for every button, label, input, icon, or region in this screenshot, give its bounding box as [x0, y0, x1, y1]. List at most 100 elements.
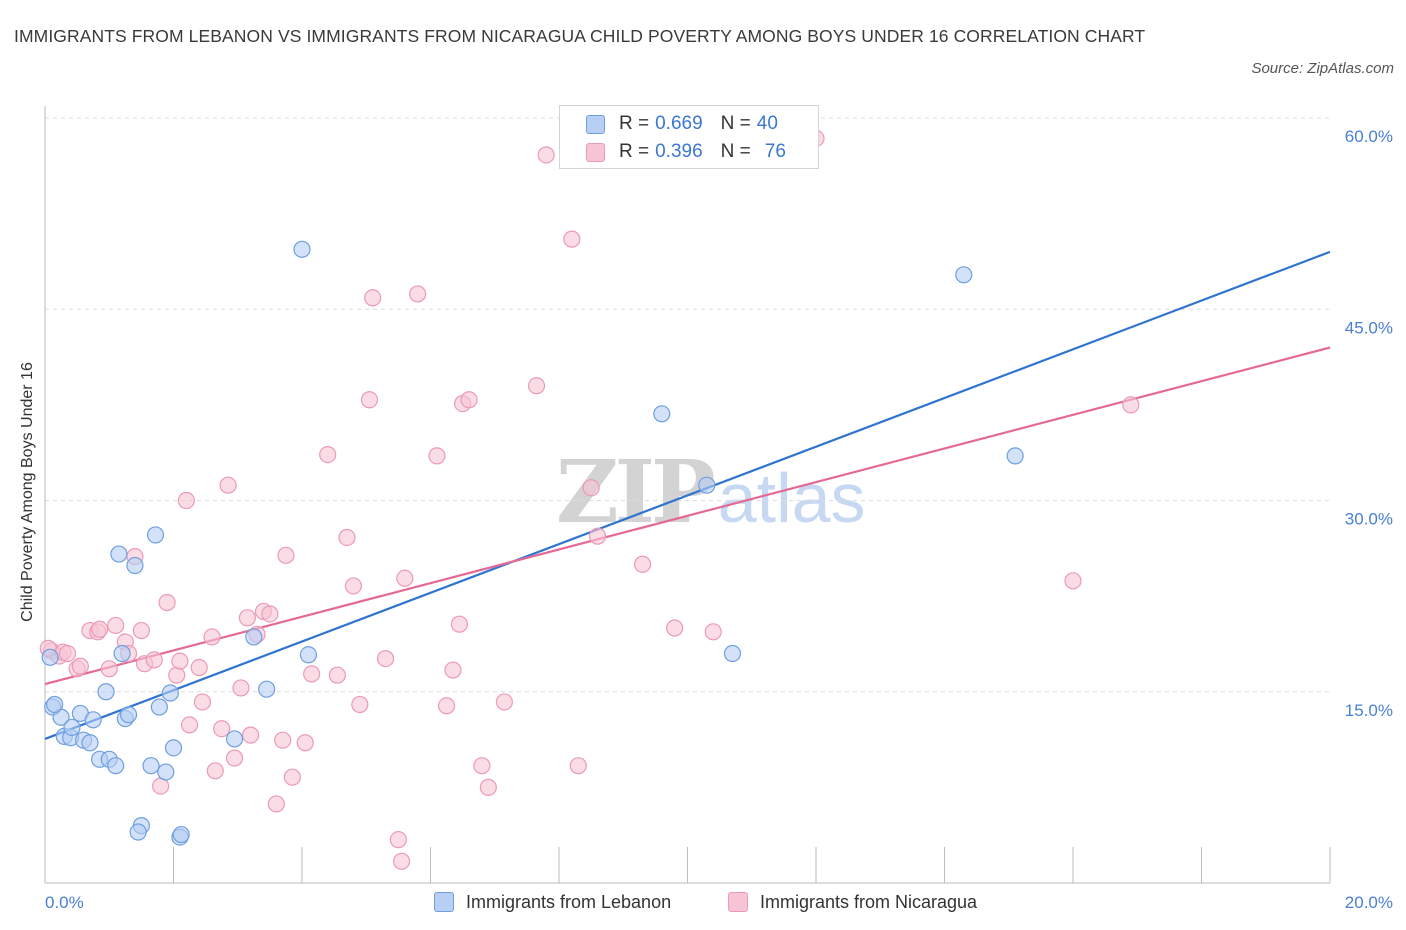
legend-swatch-nicaragua — [586, 142, 605, 162]
nicaragua-point — [132, 621, 150, 640]
chart-title: IMMIGRANTS FROM LEBANON VS IMMIGRANTS FR… — [14, 26, 1146, 46]
nicaragua-point — [633, 555, 652, 573]
series-legend-lebanon: Immigrants from Lebanon — [434, 888, 671, 916]
nicaragua-point — [389, 831, 407, 849]
nicaragua-point — [460, 391, 478, 409]
nicaragua-point — [145, 651, 163, 669]
legend-r-value: 0.669 — [655, 113, 703, 134]
nicaragua-point — [219, 476, 237, 494]
nicaragua-point — [1064, 572, 1082, 590]
nicaragua-point — [190, 658, 208, 677]
nicaragua-point — [409, 285, 427, 303]
nicaragua-point — [563, 230, 581, 248]
nicaragua-point — [444, 661, 462, 679]
data-points — [39, 129, 1140, 870]
lebanon-point — [41, 648, 59, 666]
series-label-nicaragua: Immigrants from Nicaragua — [760, 891, 978, 912]
lebanon-point — [84, 711, 102, 729]
lebanon-point — [955, 266, 973, 284]
lebanon-point — [63, 718, 81, 737]
lebanon-point — [299, 646, 318, 664]
nicaragua-point — [58, 644, 77, 663]
lebanon-point — [164, 739, 183, 757]
nicaragua-point — [274, 731, 292, 749]
y-tick-label: 45.0% — [1345, 318, 1393, 337]
lebanon-point — [258, 680, 276, 698]
nicaragua-point — [158, 593, 176, 612]
y-tick-label: 60.0% — [1345, 127, 1393, 146]
nicaragua-point — [100, 660, 118, 678]
lebanon-point — [161, 684, 179, 702]
legend-r-value: 0.396 — [655, 141, 703, 162]
nicaragua-point — [177, 491, 195, 510]
legend-swatch-lebanon — [586, 114, 605, 134]
legend-n-label: N = — [720, 141, 751, 162]
nicaragua-point — [296, 734, 314, 752]
lebanon-point — [81, 734, 99, 752]
legend-row-nicaragua: R = 0.396 N = 76 — [586, 139, 786, 165]
nicaragua-point — [338, 528, 356, 547]
nicaragua-point — [1122, 396, 1140, 414]
nicaragua-point — [203, 628, 221, 646]
nicaragua-point — [437, 697, 456, 715]
lebanon-point — [113, 644, 131, 663]
lebanon-point — [97, 683, 115, 701]
lebanon-point — [142, 757, 160, 775]
nicaragua-point — [704, 623, 722, 641]
series-label-lebanon: Immigrants from Lebanon — [466, 891, 672, 912]
axes — [44, 106, 1331, 884]
nicaragua-point — [396, 569, 414, 587]
lebanon-point — [1006, 447, 1024, 465]
nicaragua-point — [364, 289, 382, 307]
source-label: Source: ZipAtlas.com — [1251, 60, 1394, 77]
nicaragua-point — [479, 778, 497, 796]
nicaragua-point — [537, 146, 555, 164]
nicaragua-point — [107, 616, 125, 635]
lebanon-point — [129, 823, 147, 841]
nicaragua-point — [351, 695, 369, 714]
y-tick-label: 15.0% — [1345, 701, 1393, 720]
x-tick-label: 0.0% — [45, 893, 84, 912]
nicaragua-point — [582, 479, 600, 497]
nicaragua-point — [91, 620, 109, 638]
legend-n-value: 40 — [756, 113, 778, 134]
nicaragua-point — [328, 666, 346, 684]
nicaragua-point — [319, 446, 337, 464]
legend-n-label: N = — [720, 113, 751, 134]
nicaragua-point — [180, 716, 199, 734]
lebanon-point — [157, 763, 175, 781]
nicaragua-point — [267, 795, 285, 813]
series-legend-nicaragua: Immigrants from Nicaragua — [728, 888, 977, 916]
nicaragua-point — [171, 652, 189, 670]
lebanon-trend-line — [44, 250, 1331, 740]
lebanon-point — [723, 644, 742, 663]
nicaragua-point — [193, 693, 212, 711]
lebanon-point — [293, 240, 311, 258]
nicaragua-point — [232, 679, 250, 697]
nicaragua-point — [666, 619, 684, 637]
nicaragua-point — [283, 768, 301, 786]
lebanon-point — [698, 476, 716, 494]
nicaragua-point — [71, 657, 89, 675]
nicaragua-point — [527, 377, 546, 395]
nicaragua-point — [303, 665, 321, 683]
x-tick-label: 20.0% — [1345, 893, 1393, 912]
nicaragua-trend-line — [44, 346, 1331, 686]
series-swatch-nicaragua — [728, 892, 748, 912]
nicaragua-point — [495, 693, 513, 711]
lebanon-point — [653, 405, 671, 423]
nicaragua-point — [473, 757, 491, 775]
watermark-zip: ZIP — [556, 442, 716, 543]
nicaragua-point — [569, 757, 587, 775]
nicaragua-point — [242, 726, 260, 744]
nicaragua-point — [588, 527, 607, 545]
legend-n-value: 76 — [764, 141, 786, 162]
lebanon-point — [110, 545, 128, 563]
legend-r-label: R = — [619, 113, 650, 134]
lebanon-point — [119, 706, 138, 724]
trend-lines — [44, 250, 1331, 740]
legend-row-lebanon: R = 0.669 N = 40 — [586, 111, 778, 137]
nicaragua-point — [277, 546, 295, 564]
nicaragua-point — [450, 615, 469, 633]
